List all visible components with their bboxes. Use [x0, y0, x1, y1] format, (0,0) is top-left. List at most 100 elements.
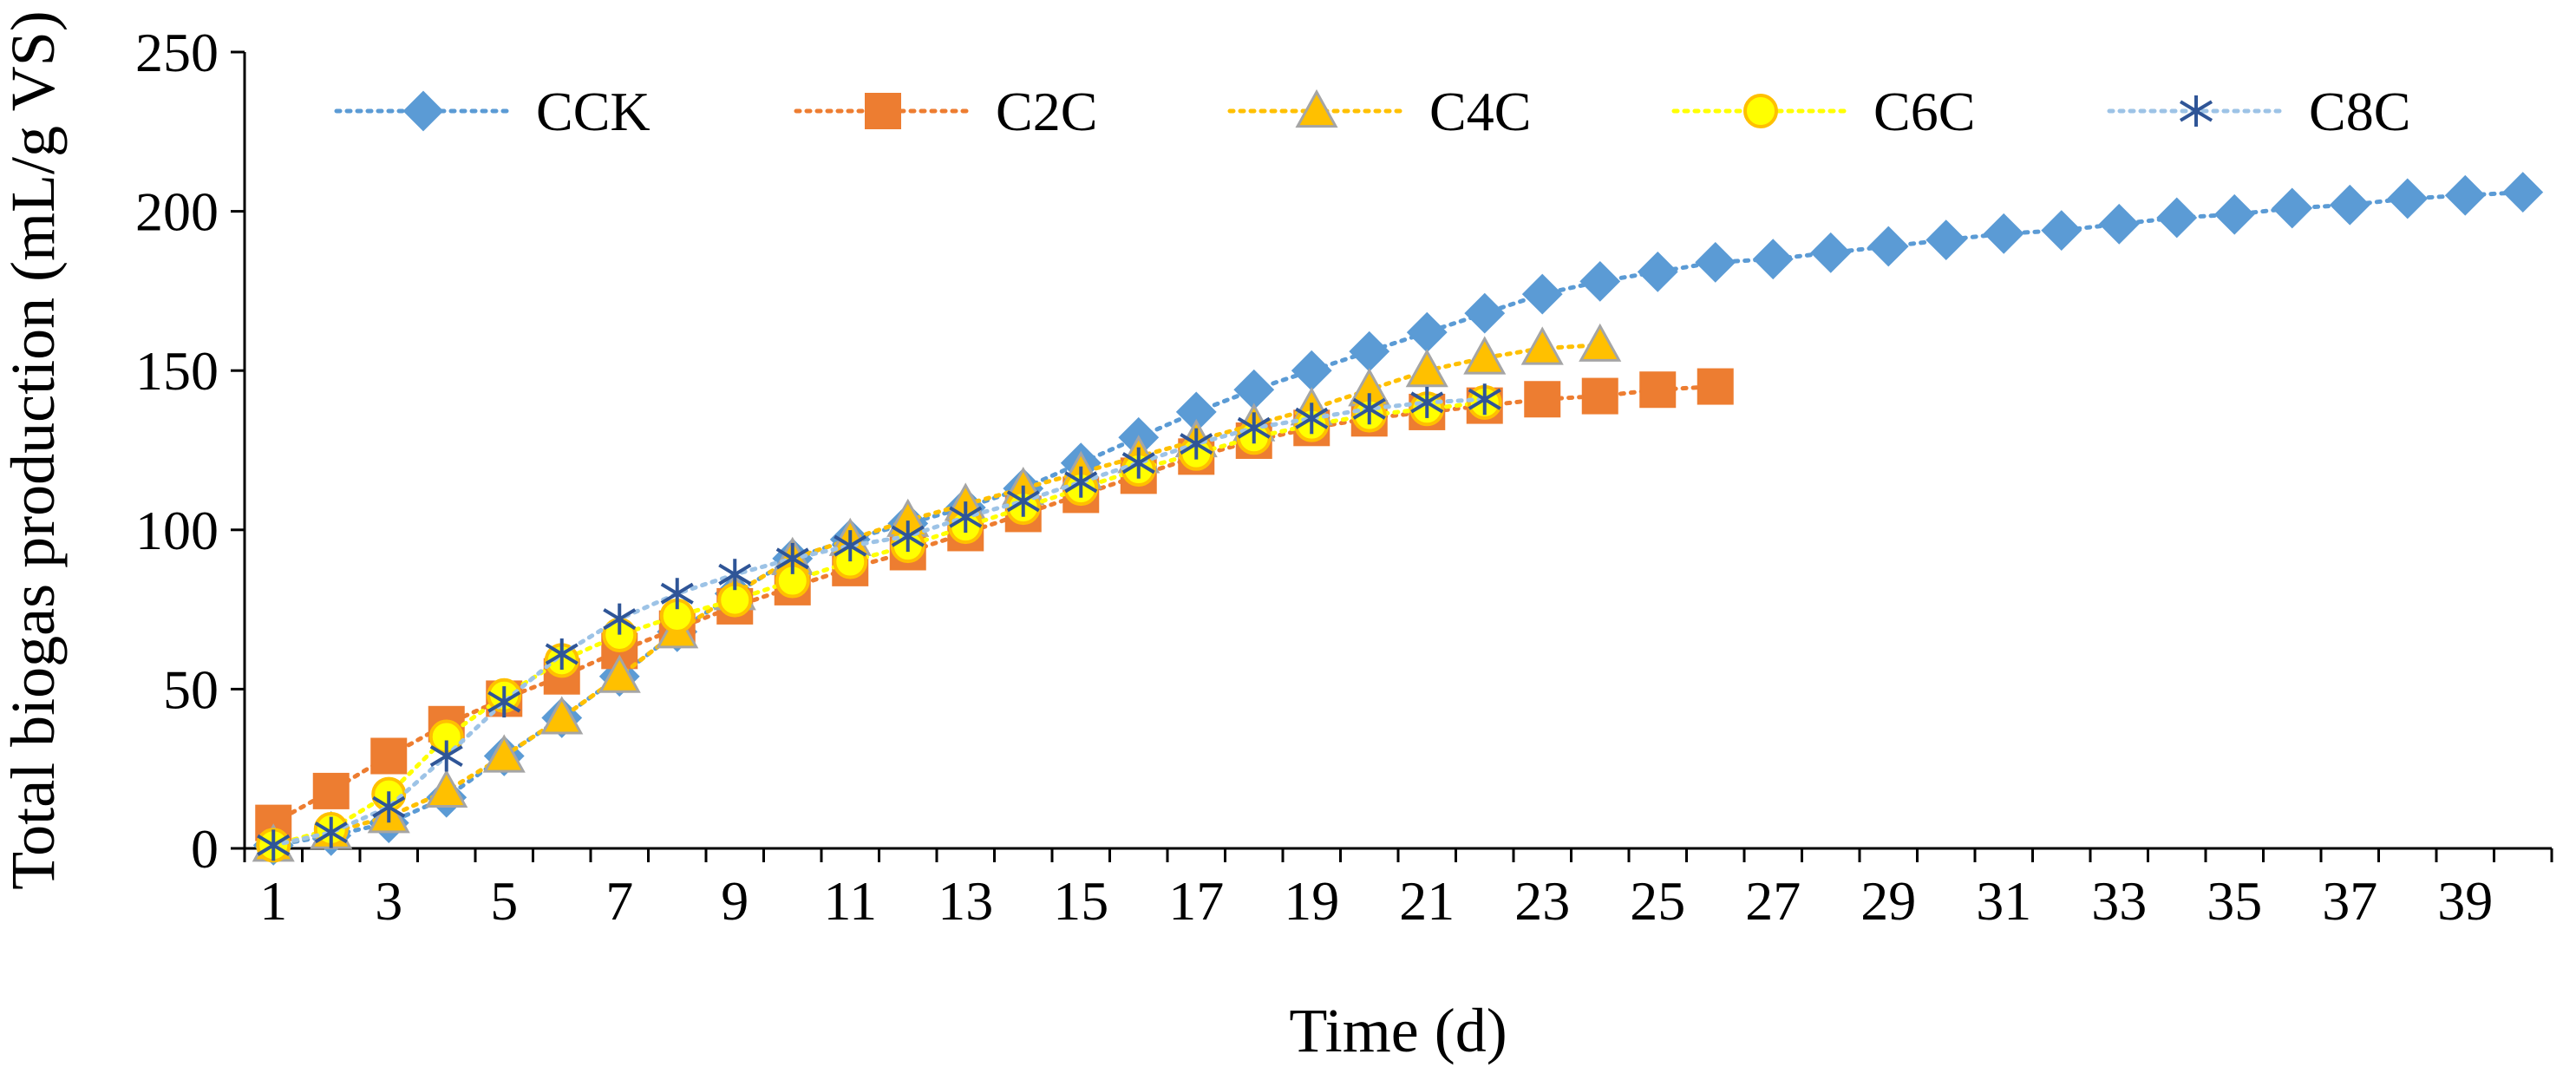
- data-point-cck: [1521, 273, 1563, 315]
- y-tick-label: 50: [163, 658, 219, 720]
- series-line-c6c: [271, 400, 1487, 848]
- data-point-c8c: [545, 638, 579, 671]
- data-point-cck: [2502, 172, 2544, 213]
- x-tick-label: 37: [2322, 870, 2377, 932]
- series-cck: [252, 172, 2544, 866]
- series-line-cck: [271, 190, 2526, 848]
- y-axis-title: Total biogas production (mL/g VS): [0, 10, 68, 890]
- x-tick-label: 35: [2207, 870, 2262, 932]
- data-point-cck: [1752, 239, 1794, 280]
- legend-marker-c4c: [1295, 88, 1338, 128]
- data-point-cck: [2213, 193, 2255, 235]
- data-point-c8c: [660, 578, 694, 610]
- legend: CCK C2C C4C C6C C8C: [334, 81, 2410, 142]
- data-point-c4c: [1463, 336, 1507, 375]
- data-point-cck: [1695, 241, 1736, 283]
- x-tick-label: 1: [259, 870, 287, 932]
- y-tick-label: 100: [135, 500, 219, 561]
- data-point-cck: [1637, 251, 1678, 292]
- data-point-c2c: [1524, 381, 1561, 418]
- data-point-cck: [1810, 232, 1852, 273]
- data-point-cck: [2444, 174, 2486, 216]
- data-point-c8c: [1295, 403, 1329, 435]
- legend-label-c4c: C4C: [1429, 81, 1531, 142]
- y-tick-label: 200: [135, 181, 219, 243]
- x-tick-label: 29: [1860, 870, 1916, 932]
- data-point-cck: [1867, 226, 1909, 267]
- series-c6c: [256, 384, 1502, 863]
- x-tick-label: 33: [2091, 870, 2147, 932]
- data-point-cck: [2329, 184, 2370, 226]
- data-point-c8c: [372, 791, 406, 823]
- series-c2c: [255, 368, 1734, 841]
- data-point-cck: [2098, 203, 2140, 245]
- data-point-c4c: [1520, 326, 1564, 365]
- x-tick-label: 15: [1053, 870, 1108, 932]
- series-layer: [252, 172, 2544, 866]
- x-tick-label: 21: [1399, 870, 1455, 932]
- legend-label-c2c: C2C: [996, 81, 1097, 142]
- data-point-cck: [1464, 292, 1506, 334]
- legend-label-c8c: C8C: [2309, 81, 2410, 142]
- data-point-c8c: [834, 530, 867, 562]
- legend-item-cck: CCK: [334, 81, 651, 142]
- x-tick-label: 5: [490, 870, 518, 932]
- data-point-c8c: [1352, 393, 1386, 425]
- data-point-c8c: [718, 559, 752, 591]
- legend-marker-c6c: [1743, 94, 1778, 128]
- data-point-c4c: [425, 769, 468, 808]
- data-point-cck: [2387, 178, 2429, 219]
- data-point-c8c: [1237, 412, 1271, 444]
- data-point-cck: [1406, 311, 1448, 353]
- data-point-c8c: [314, 816, 348, 848]
- series-line-c8c: [271, 396, 1487, 848]
- data-point-c4c: [482, 734, 526, 773]
- legend-marker-c8c: [2179, 95, 2213, 127]
- x-tick-label: 27: [1745, 870, 1801, 932]
- data-point-cck: [2156, 197, 2198, 239]
- data-point-c2c: [1697, 368, 1734, 405]
- data-point-c2c: [1581, 377, 1618, 415]
- data-point-c8c: [603, 603, 637, 635]
- data-point-cck: [1983, 213, 2024, 254]
- x-tick-label: 31: [1976, 870, 2031, 932]
- data-point-c2c: [370, 737, 408, 775]
- series-c8c: [257, 383, 1501, 861]
- x-tick-label: 17: [1168, 870, 1224, 932]
- data-point-c2c: [312, 772, 350, 809]
- data-point-c8c: [487, 686, 521, 718]
- data-point-c8c: [257, 829, 291, 861]
- data-point-c8c: [775, 542, 809, 574]
- data-point-c8c: [1064, 466, 1098, 498]
- y-tick-label: 0: [191, 818, 219, 880]
- data-point-c8c: [1180, 428, 1213, 460]
- x-axis-title: Time (d): [1289, 996, 1507, 1065]
- data-point-c4c: [598, 654, 641, 693]
- x-tick-label: 11: [823, 870, 877, 932]
- data-point-cck: [1291, 350, 1332, 391]
- data-point-c2c: [1639, 371, 1677, 409]
- data-point-c8c: [1006, 485, 1040, 517]
- x-tick-label: 7: [605, 870, 633, 932]
- legend-label-cck: CCK: [536, 81, 651, 142]
- data-point-c8c: [1121, 447, 1155, 479]
- data-point-c8c: [1410, 386, 1444, 418]
- legend-item-c8c: C8C: [2107, 81, 2410, 142]
- x-tick-label: 13: [938, 870, 993, 932]
- x-tick-label: 3: [375, 870, 402, 932]
- x-tick-label: 19: [1284, 870, 1339, 932]
- x-tick-label: 39: [2437, 870, 2493, 932]
- legend-marker-c2c: [865, 93, 901, 129]
- data-point-cck: [2272, 187, 2313, 229]
- x-tick-label: 23: [1514, 870, 1570, 932]
- data-point-c8c: [429, 740, 463, 772]
- legend-item-c4c: C4C: [1227, 81, 1531, 142]
- legend-marker-cck: [402, 90, 444, 132]
- data-point-c8c: [1468, 383, 1501, 416]
- data-point-cck: [1579, 260, 1621, 302]
- legend-label-c6c: C6C: [1873, 81, 1975, 142]
- data-point-cck: [1349, 331, 1390, 372]
